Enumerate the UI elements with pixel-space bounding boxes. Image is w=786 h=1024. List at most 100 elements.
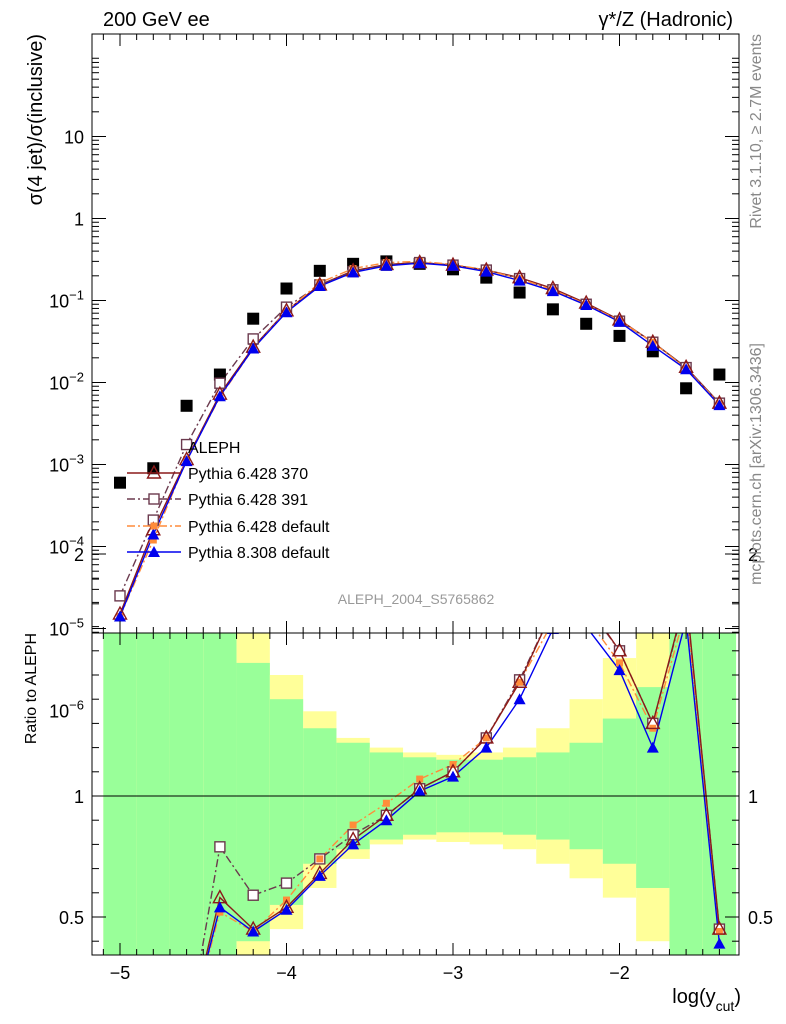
ratio-point-p8def <box>380 814 393 826</box>
ratio-point-p8def <box>680 613 692 624</box>
ratio-point-p370 <box>546 603 559 615</box>
ratio-point-p391 <box>280 877 293 889</box>
main-point-p8def <box>313 280 326 292</box>
header-left: 200 GeV ee <box>103 9 210 31</box>
ratio-point-p6def <box>482 734 490 742</box>
main-point-p8def <box>347 266 360 278</box>
legend-marker-p8def <box>148 546 160 557</box>
main-point-data <box>546 303 559 316</box>
ratio-point-p391 <box>681 593 691 603</box>
main-point-data <box>580 317 593 330</box>
main-frame <box>91 33 740 634</box>
main-point-p8def <box>247 342 260 354</box>
main-point-data <box>280 282 293 295</box>
legend: ALEPH Pythia 6.428 370 Pythia 6.428 391 Pyt… <box>127 440 330 562</box>
ratio-point-p8def <box>313 869 326 881</box>
x-axis-label: log(ycut) <box>672 986 741 1014</box>
ratio-point-p8def <box>280 903 293 915</box>
main-point-data <box>247 312 260 325</box>
main-point-p8def <box>280 306 293 318</box>
main-point-p8def <box>513 274 526 286</box>
legend-label-p8def: Pythia 8.308 default <box>188 545 330 562</box>
main-point-p8def <box>213 390 226 402</box>
main-point-p6def <box>149 536 157 544</box>
y-tick-label-main: 10−2 <box>49 370 84 394</box>
ratio-point-p391 <box>581 600 591 610</box>
ratio-point-p370 <box>511 673 528 688</box>
main-point-p8def <box>680 363 693 375</box>
ratio-point-p6def <box>416 775 424 783</box>
analysis-watermark: ALEPH_2004_S5765862 <box>338 591 495 607</box>
ratio-point-p6def <box>616 659 623 667</box>
ratio-point-p8def <box>646 741 659 753</box>
band-inner-bin <box>269 699 304 905</box>
ratio-point-p370 <box>711 920 728 935</box>
main-point-data <box>114 476 126 489</box>
y-tick-label-main: 10 <box>64 128 84 148</box>
x-tick-label: −2 <box>609 963 630 983</box>
ratio-point-p6def <box>382 799 390 807</box>
x-tick-label: −3 <box>443 963 464 983</box>
y-tick-label-ratio: 0.5 <box>59 908 84 928</box>
main-point-p391 <box>180 438 193 451</box>
ratio-point-p391 <box>247 889 259 901</box>
main-point-p8def <box>580 299 593 311</box>
main-point-data <box>313 264 326 277</box>
header-right: γ*/Z (Hadronic) <box>599 9 733 31</box>
main-line-p6def <box>119 260 720 617</box>
x-tick-label: −5 <box>110 963 131 983</box>
main-point-data <box>713 368 726 381</box>
y-tick-label-main: 1 <box>74 210 84 230</box>
ratio-point-p8def <box>480 741 493 753</box>
main-point-p8def <box>480 265 493 277</box>
ratio-point-p8def <box>613 664 626 676</box>
main-point-p8def <box>147 528 160 540</box>
ratio-point-p6def <box>316 855 324 863</box>
ratio-point-p6def <box>549 618 556 625</box>
ratio-point-p370 <box>611 642 628 657</box>
ratio-point-p6def <box>516 678 524 686</box>
ratio-point-p391 <box>548 605 558 615</box>
legend-label-data: ALEPH <box>188 440 240 457</box>
ratio-point-p370 <box>645 714 661 730</box>
y-tick-label-main: 10−3 <box>49 452 84 476</box>
band-inner-bin <box>203 633 237 955</box>
y-tick-label-main: 10−6 <box>49 698 84 722</box>
main-point-p8def <box>713 399 726 411</box>
band-inner-bin <box>136 633 170 955</box>
band-inner-bin <box>103 633 137 955</box>
main-point-data <box>680 382 693 395</box>
x-tick-label: −4 <box>276 963 297 983</box>
y-tick-label-ratio-right: 1 <box>748 787 758 807</box>
y-tick-label-ratio: 1 <box>74 787 84 807</box>
ratio-point-p8def <box>713 937 726 949</box>
legend-label-p6def: Pythia 6.428 default <box>188 519 330 536</box>
y-tick-label-main: 10−1 <box>49 288 84 312</box>
y-tick-label-main: 10−5 <box>49 616 84 640</box>
main-point-data <box>613 329 626 342</box>
ratio-point-p8def <box>513 693 526 705</box>
main-point-p391 <box>114 590 126 602</box>
legend-marker-p391 <box>148 493 160 505</box>
main-point-p8def <box>546 285 559 297</box>
main-point-p8def <box>180 455 193 467</box>
main-point-p8def <box>447 259 459 271</box>
main-point-p8def <box>114 610 126 622</box>
y-tick-label-main: 10−4 <box>49 534 84 558</box>
legend-label-p391: Pythia 6.428 391 <box>188 492 308 509</box>
ratio-point-p6def <box>349 821 357 829</box>
ratio-point-p6def <box>715 928 723 936</box>
ratio-frame <box>91 632 740 956</box>
main-point-p8def <box>380 259 393 271</box>
y-tick-label-ratio-right: 0.5 <box>748 908 773 928</box>
rivet-version-label: Rivet 3.1.10, ≥ 2.7M events <box>748 34 765 229</box>
y-tick-label-ratio-right: 2 <box>748 545 758 565</box>
ratio-point-p391 <box>214 841 226 853</box>
main-point-data <box>180 399 193 412</box>
legend-marker-p6def <box>150 522 158 530</box>
y-axis-label-main: σ(4 jet)/σ(inclusive) <box>25 34 47 205</box>
mcplots-label: mcplots.cern.ch [arXiv:1306.3436] <box>748 343 765 585</box>
legend-marker-p370 <box>146 464 162 479</box>
ratio-point-p370 <box>580 595 593 607</box>
